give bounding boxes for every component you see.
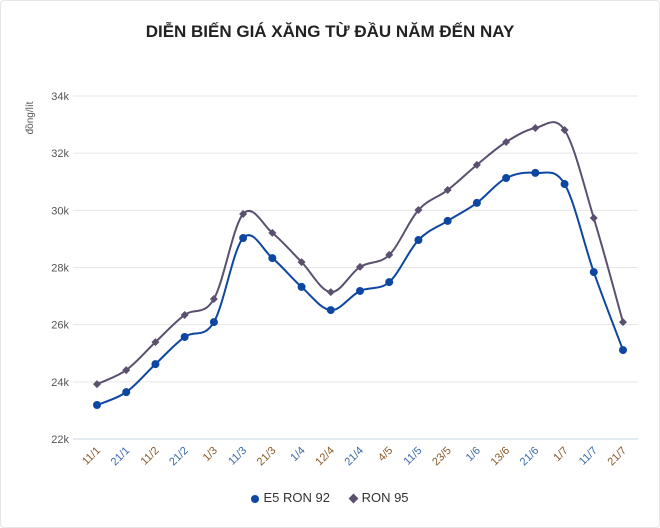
data-point <box>443 216 452 225</box>
data-point <box>326 288 335 297</box>
data-point <box>239 234 248 243</box>
data-point <box>151 338 160 347</box>
x-tick-label: 1/7 <box>551 445 570 464</box>
x-tick-label: 1/6 <box>464 445 483 464</box>
x-tick-label: 21/1 <box>109 445 133 469</box>
data-point <box>326 306 335 315</box>
data-point <box>385 250 394 259</box>
data-point <box>619 318 627 327</box>
x-tick-label: 11/7 <box>577 445 600 468</box>
x-tick-label: 11/5 <box>402 445 425 468</box>
data-point <box>619 346 627 355</box>
data-point <box>122 366 131 375</box>
circle-marker-icon <box>251 494 260 503</box>
data-point <box>472 198 481 207</box>
x-tick-label: 11/2 <box>139 445 162 468</box>
data-point <box>268 228 277 237</box>
y-tick-label: 28k <box>51 263 69 275</box>
data-point <box>589 268 598 277</box>
x-tick-label: 21/6 <box>518 445 542 469</box>
data-point <box>209 318 218 327</box>
data-point <box>589 214 598 223</box>
data-point <box>122 388 131 397</box>
x-tick-label: 21/2 <box>167 445 191 469</box>
data-point <box>414 236 423 245</box>
data-point <box>297 258 306 267</box>
y-tick-label: 32k <box>51 148 69 160</box>
legend: E5 RON 92 RON 95 <box>0 490 660 505</box>
x-tick-label: 13/6 <box>489 445 513 469</box>
x-tick-label: 11/3 <box>226 445 249 468</box>
data-point <box>239 210 248 219</box>
x-tick-label: 23/5 <box>430 445 454 469</box>
data-point <box>151 360 160 369</box>
data-point <box>560 180 569 189</box>
y-tick-label: 24k <box>51 377 69 389</box>
y-tick-label: 30k <box>51 205 69 217</box>
data-point <box>443 186 452 195</box>
data-point <box>209 294 218 303</box>
legend-label: RON 95 <box>361 490 409 505</box>
data-point <box>502 138 511 147</box>
y-tick-label: 34k <box>51 91 69 103</box>
y-tick-label: 22k <box>51 434 69 446</box>
x-tick-label: 12/4 <box>313 445 337 469</box>
diamond-marker-icon <box>348 493 359 504</box>
data-point <box>472 160 481 169</box>
legend-item-ron95[interactable]: RON 95 <box>348 490 409 505</box>
x-tick-label: 21/3 <box>255 445 279 469</box>
data-point <box>385 278 394 287</box>
data-point <box>414 206 423 215</box>
data-point <box>356 262 364 271</box>
data-point <box>297 282 306 291</box>
x-tick-label: 11/1 <box>80 445 103 468</box>
data-point <box>531 168 540 177</box>
data-point <box>93 400 101 409</box>
data-point <box>268 254 277 263</box>
data-point <box>180 310 189 319</box>
legend-item-e5[interactable]: E5 RON 92 <box>251 490 330 505</box>
data-point <box>180 332 189 341</box>
data-point <box>531 124 540 133</box>
chart-title: DIỄN BIẾN GIÁ XĂNG TỪ ĐẦU NĂM ĐẾN NAY <box>145 22 515 41</box>
x-tick-label: 4/5 <box>376 445 395 464</box>
x-tick-label: 21/7 <box>605 445 629 469</box>
legend-label: E5 RON 92 <box>263 490 330 505</box>
data-point <box>560 126 569 135</box>
x-tick-label: 1/4 <box>288 445 307 464</box>
y-axis-label: đồng/lít <box>24 101 36 134</box>
x-tick-label: 21/4 <box>342 445 366 469</box>
data-point <box>502 174 511 183</box>
data-point <box>356 286 364 295</box>
y-tick-label: 26k <box>51 320 69 332</box>
data-point <box>93 380 101 389</box>
x-tick-label: 1/3 <box>201 445 220 464</box>
